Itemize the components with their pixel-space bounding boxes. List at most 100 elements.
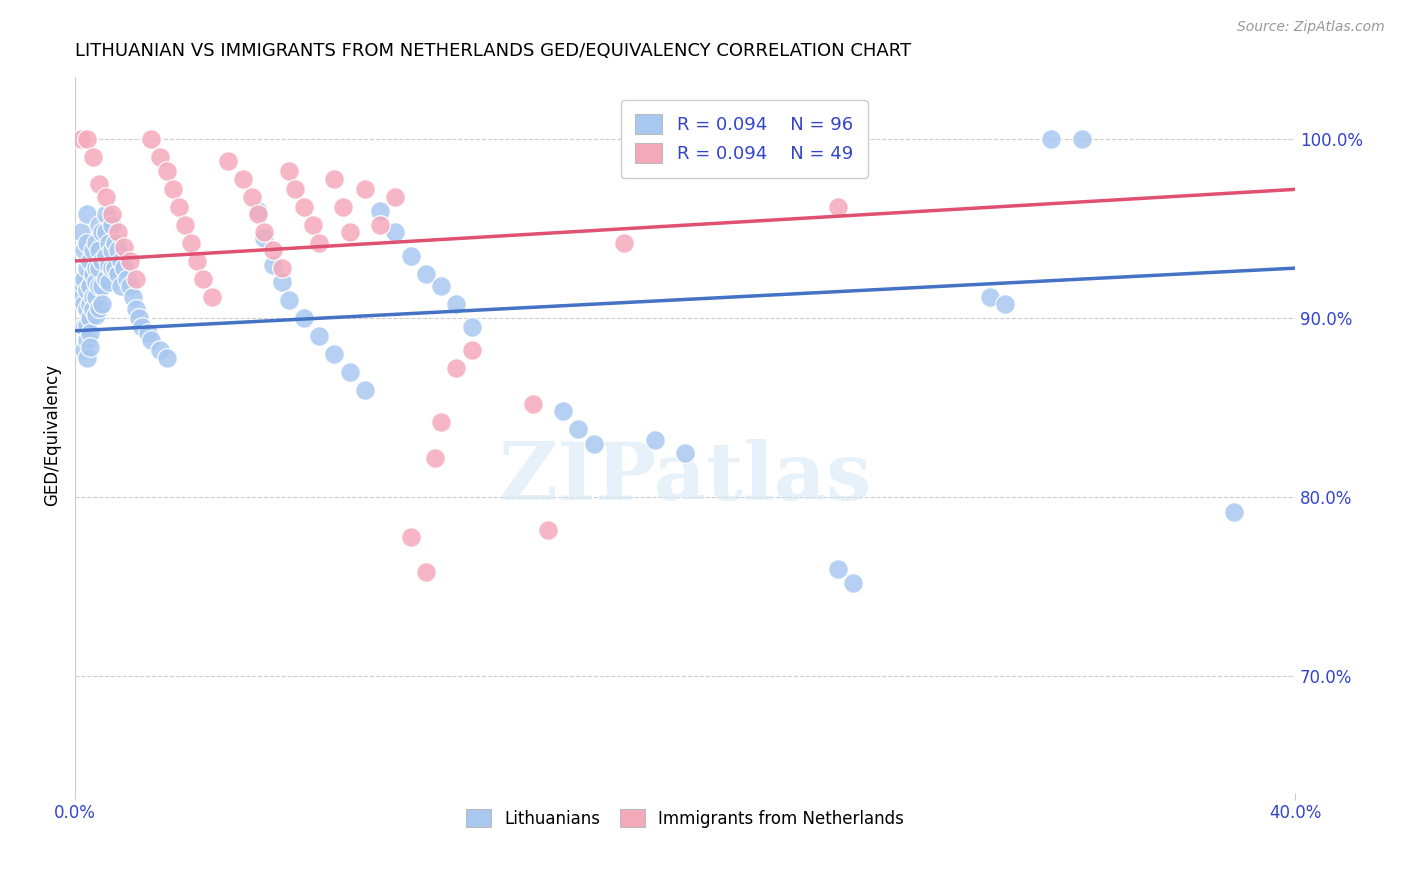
Point [91,225,114,239]
Point [149,150,172,164]
Point [271,261,294,276]
Point [446,297,468,311]
Point [79,279,101,293]
Point [827,562,849,576]
Point [89,244,111,258]
Point [86,276,108,290]
Point [302,218,325,232]
Point [136,326,159,340]
Point [112,240,135,254]
Point [339,365,361,379]
Point [994,297,1017,311]
Point [323,171,346,186]
Point [82,290,104,304]
Point [1223,505,1246,519]
Point [368,218,391,232]
Point [582,436,605,450]
Point [262,258,284,272]
Point [89,177,111,191]
Point [384,225,406,239]
Point [460,320,482,334]
Point [842,576,865,591]
Point [613,236,636,251]
Point [430,279,453,293]
Point [180,236,202,251]
Point [91,279,114,293]
Point [128,311,150,326]
Point [76,132,98,146]
Point [73,320,96,334]
Point [1070,132,1092,146]
Point [423,450,446,465]
Point [384,189,406,203]
Point [82,150,104,164]
Point [271,276,294,290]
Point [91,297,114,311]
Point [94,249,117,263]
Point [76,333,98,347]
Point [73,244,96,258]
Point [97,236,120,251]
Point [97,276,120,290]
Point [70,225,93,239]
Point [107,244,129,258]
Point [94,272,117,286]
Point [141,333,163,347]
Point [284,182,307,196]
Point [86,261,108,276]
Point [73,297,96,311]
Point [76,236,98,251]
Point [89,218,111,232]
Point [232,171,254,186]
Point [141,132,163,146]
Point [79,340,101,354]
Point [167,200,190,214]
Point [567,422,589,436]
Point [100,218,122,232]
Point [186,254,208,268]
Point [460,343,482,358]
Point [430,415,453,429]
Point [89,301,111,315]
Point [673,445,696,459]
Point [97,258,120,272]
Point [79,297,101,311]
Point [94,225,117,239]
Point [551,404,574,418]
Point [82,244,104,258]
Point [399,249,422,263]
Point [125,302,148,317]
Point [415,566,437,580]
Point [86,308,108,322]
Point [1040,132,1063,146]
Y-axis label: GED/Equivalency: GED/Equivalency [44,364,60,506]
Point [262,244,284,258]
Point [70,276,93,290]
Point [308,236,330,251]
Point [91,254,114,268]
Point [110,279,132,293]
Text: Source: ZipAtlas.com: Source: ZipAtlas.com [1237,20,1385,34]
Point [247,203,270,218]
Legend: Lithuanians, Immigrants from Netherlands: Lithuanians, Immigrants from Netherlands [460,803,911,834]
Point [76,302,98,317]
Point [253,230,276,244]
Point [191,272,214,286]
Point [118,279,141,293]
Point [70,132,93,146]
Point [537,523,560,537]
Point [415,267,437,281]
Point [162,182,184,196]
Point [308,329,330,343]
Point [131,320,153,334]
Point [79,254,101,268]
Point [399,530,422,544]
Point [89,261,111,276]
Point [201,290,224,304]
Point [292,200,315,214]
Point [100,207,122,221]
Point [110,254,132,268]
Point [149,343,172,358]
Point [79,326,101,340]
Point [155,351,177,365]
